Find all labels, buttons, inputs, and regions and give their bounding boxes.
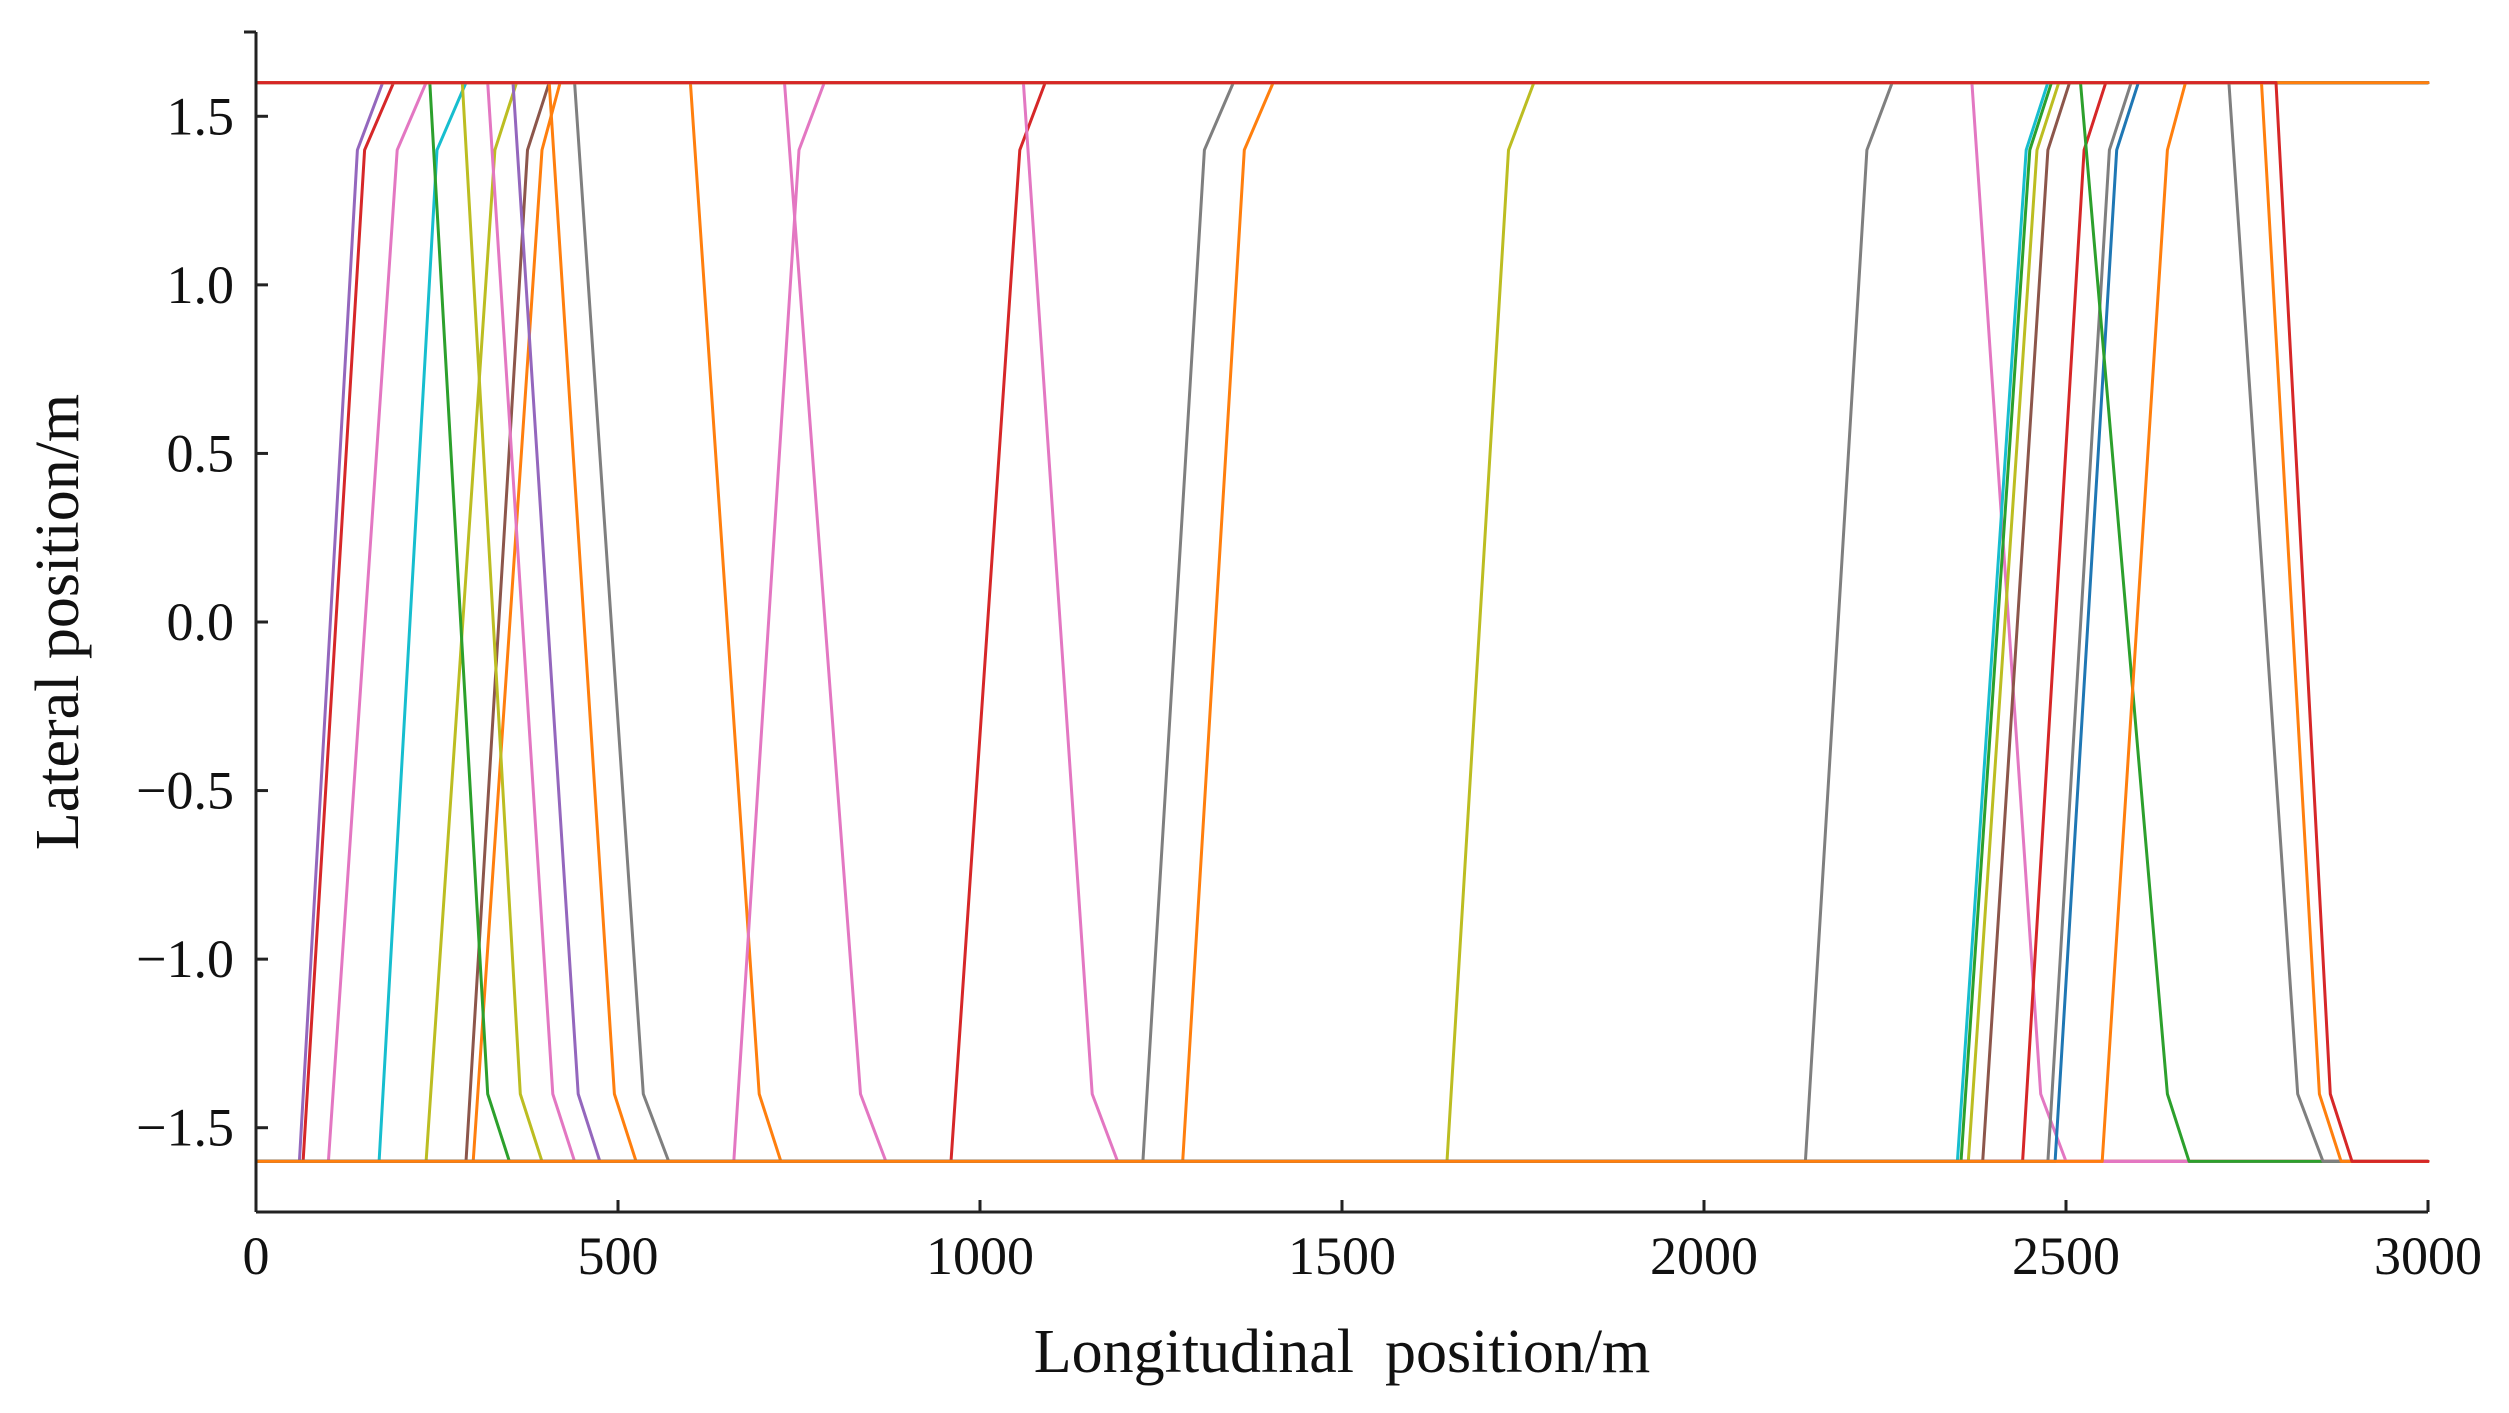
series-layer xyxy=(254,81,2430,1163)
series-line-35 xyxy=(254,81,2430,1163)
axes-layer xyxy=(244,30,2428,1214)
y-tick-label: 0.5 xyxy=(167,423,235,483)
y-tick-label: −0.5 xyxy=(136,761,234,821)
x-tick-label: 2500 xyxy=(2012,1226,2120,1286)
ticks-layer: 0 500 1000 1500 2000 2500 3000 −1.5 −1.0 −0.5 0.0 0… xyxy=(136,86,2482,1286)
y-tick-label: 1.0 xyxy=(167,255,235,315)
x-tick-label: 500 xyxy=(578,1226,659,1286)
y-tick-label: 1.5 xyxy=(167,86,235,146)
x-tick-label: 2000 xyxy=(1650,1226,1758,1286)
x-tick-label: 1500 xyxy=(1288,1226,1396,1286)
y-tick-label: −1.0 xyxy=(136,929,234,989)
x-axis-title: Longitudinal position/m xyxy=(1034,1318,1651,1386)
series-line-29 xyxy=(254,81,2430,1163)
x-tick-label: 3000 xyxy=(2374,1226,2482,1286)
x-tick-label: 0 xyxy=(243,1226,270,1286)
y-tick-label: 0.0 xyxy=(167,592,235,652)
x-tick-label: 1000 xyxy=(926,1226,1034,1286)
y-axis-title: Lateral position/m xyxy=(24,394,92,850)
y-tick-label: −1.5 xyxy=(136,1098,234,1158)
